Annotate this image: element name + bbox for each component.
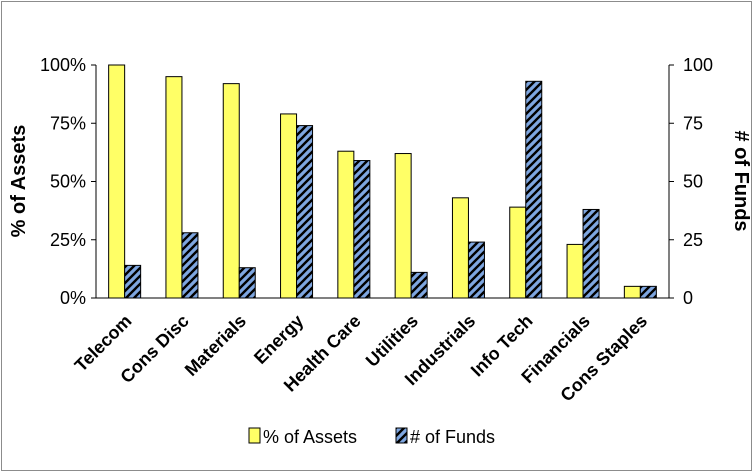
left-axis-ticks: 0% 25% 50% 75% 100%	[40, 55, 96, 308]
category-label: Materials	[181, 311, 250, 380]
y-axis-left-title: % of Assets	[8, 125, 30, 238]
bar-funds-energy	[296, 125, 314, 299]
bar-assets-energy	[280, 113, 298, 299]
right-tick-label: 25	[683, 230, 703, 250]
legend-swatch-assets	[248, 427, 261, 444]
bar-funds-financials	[582, 208, 600, 299]
right-axis-ticks: 0 25 50 75 100	[669, 55, 713, 308]
left-tick-label: 0%	[60, 288, 86, 308]
bar-assets-materials	[222, 83, 240, 299]
legend-label-assets: % of Assets	[263, 427, 357, 447]
bar-assets-utilities	[394, 153, 412, 299]
bar-assets-cons-staples	[623, 285, 641, 299]
bar-assets-financials	[566, 243, 584, 299]
bar-assets-info-tech	[509, 206, 527, 299]
bar-funds-telecom	[124, 264, 142, 299]
bar-assets-health-care	[337, 150, 355, 299]
bar-assets-cons-disc	[165, 76, 183, 299]
legend: % of Assets # of Funds	[248, 427, 495, 447]
right-tick-label: 0	[683, 288, 693, 308]
bar-assets-industrials	[451, 197, 469, 299]
right-tick-label: 100	[683, 55, 713, 75]
bar-funds-utilities	[410, 271, 428, 299]
bar-funds-cons-staples	[639, 285, 657, 299]
legend-label-funds: # of Funds	[410, 427, 495, 447]
left-tick-label: 25%	[50, 230, 86, 250]
left-tick-label: 50%	[50, 172, 86, 192]
bar-funds-info-tech	[525, 80, 543, 299]
bar-assets-telecom	[108, 64, 126, 299]
bar-funds-industrials	[467, 241, 485, 299]
category-label: Energy	[250, 311, 307, 368]
bar-funds-cons-disc	[181, 232, 199, 299]
y-axis-right-title: # of Funds	[730, 130, 752, 231]
right-tick-label: 75	[683, 113, 703, 133]
bar-funds-materials	[238, 267, 256, 299]
bars-group	[108, 64, 657, 299]
left-tick-label: 100%	[40, 55, 86, 75]
legend-swatch-funds	[395, 427, 408, 444]
right-tick-label: 50	[683, 172, 703, 192]
left-tick-label: 75%	[50, 113, 86, 133]
bar-funds-health-care	[353, 160, 371, 299]
